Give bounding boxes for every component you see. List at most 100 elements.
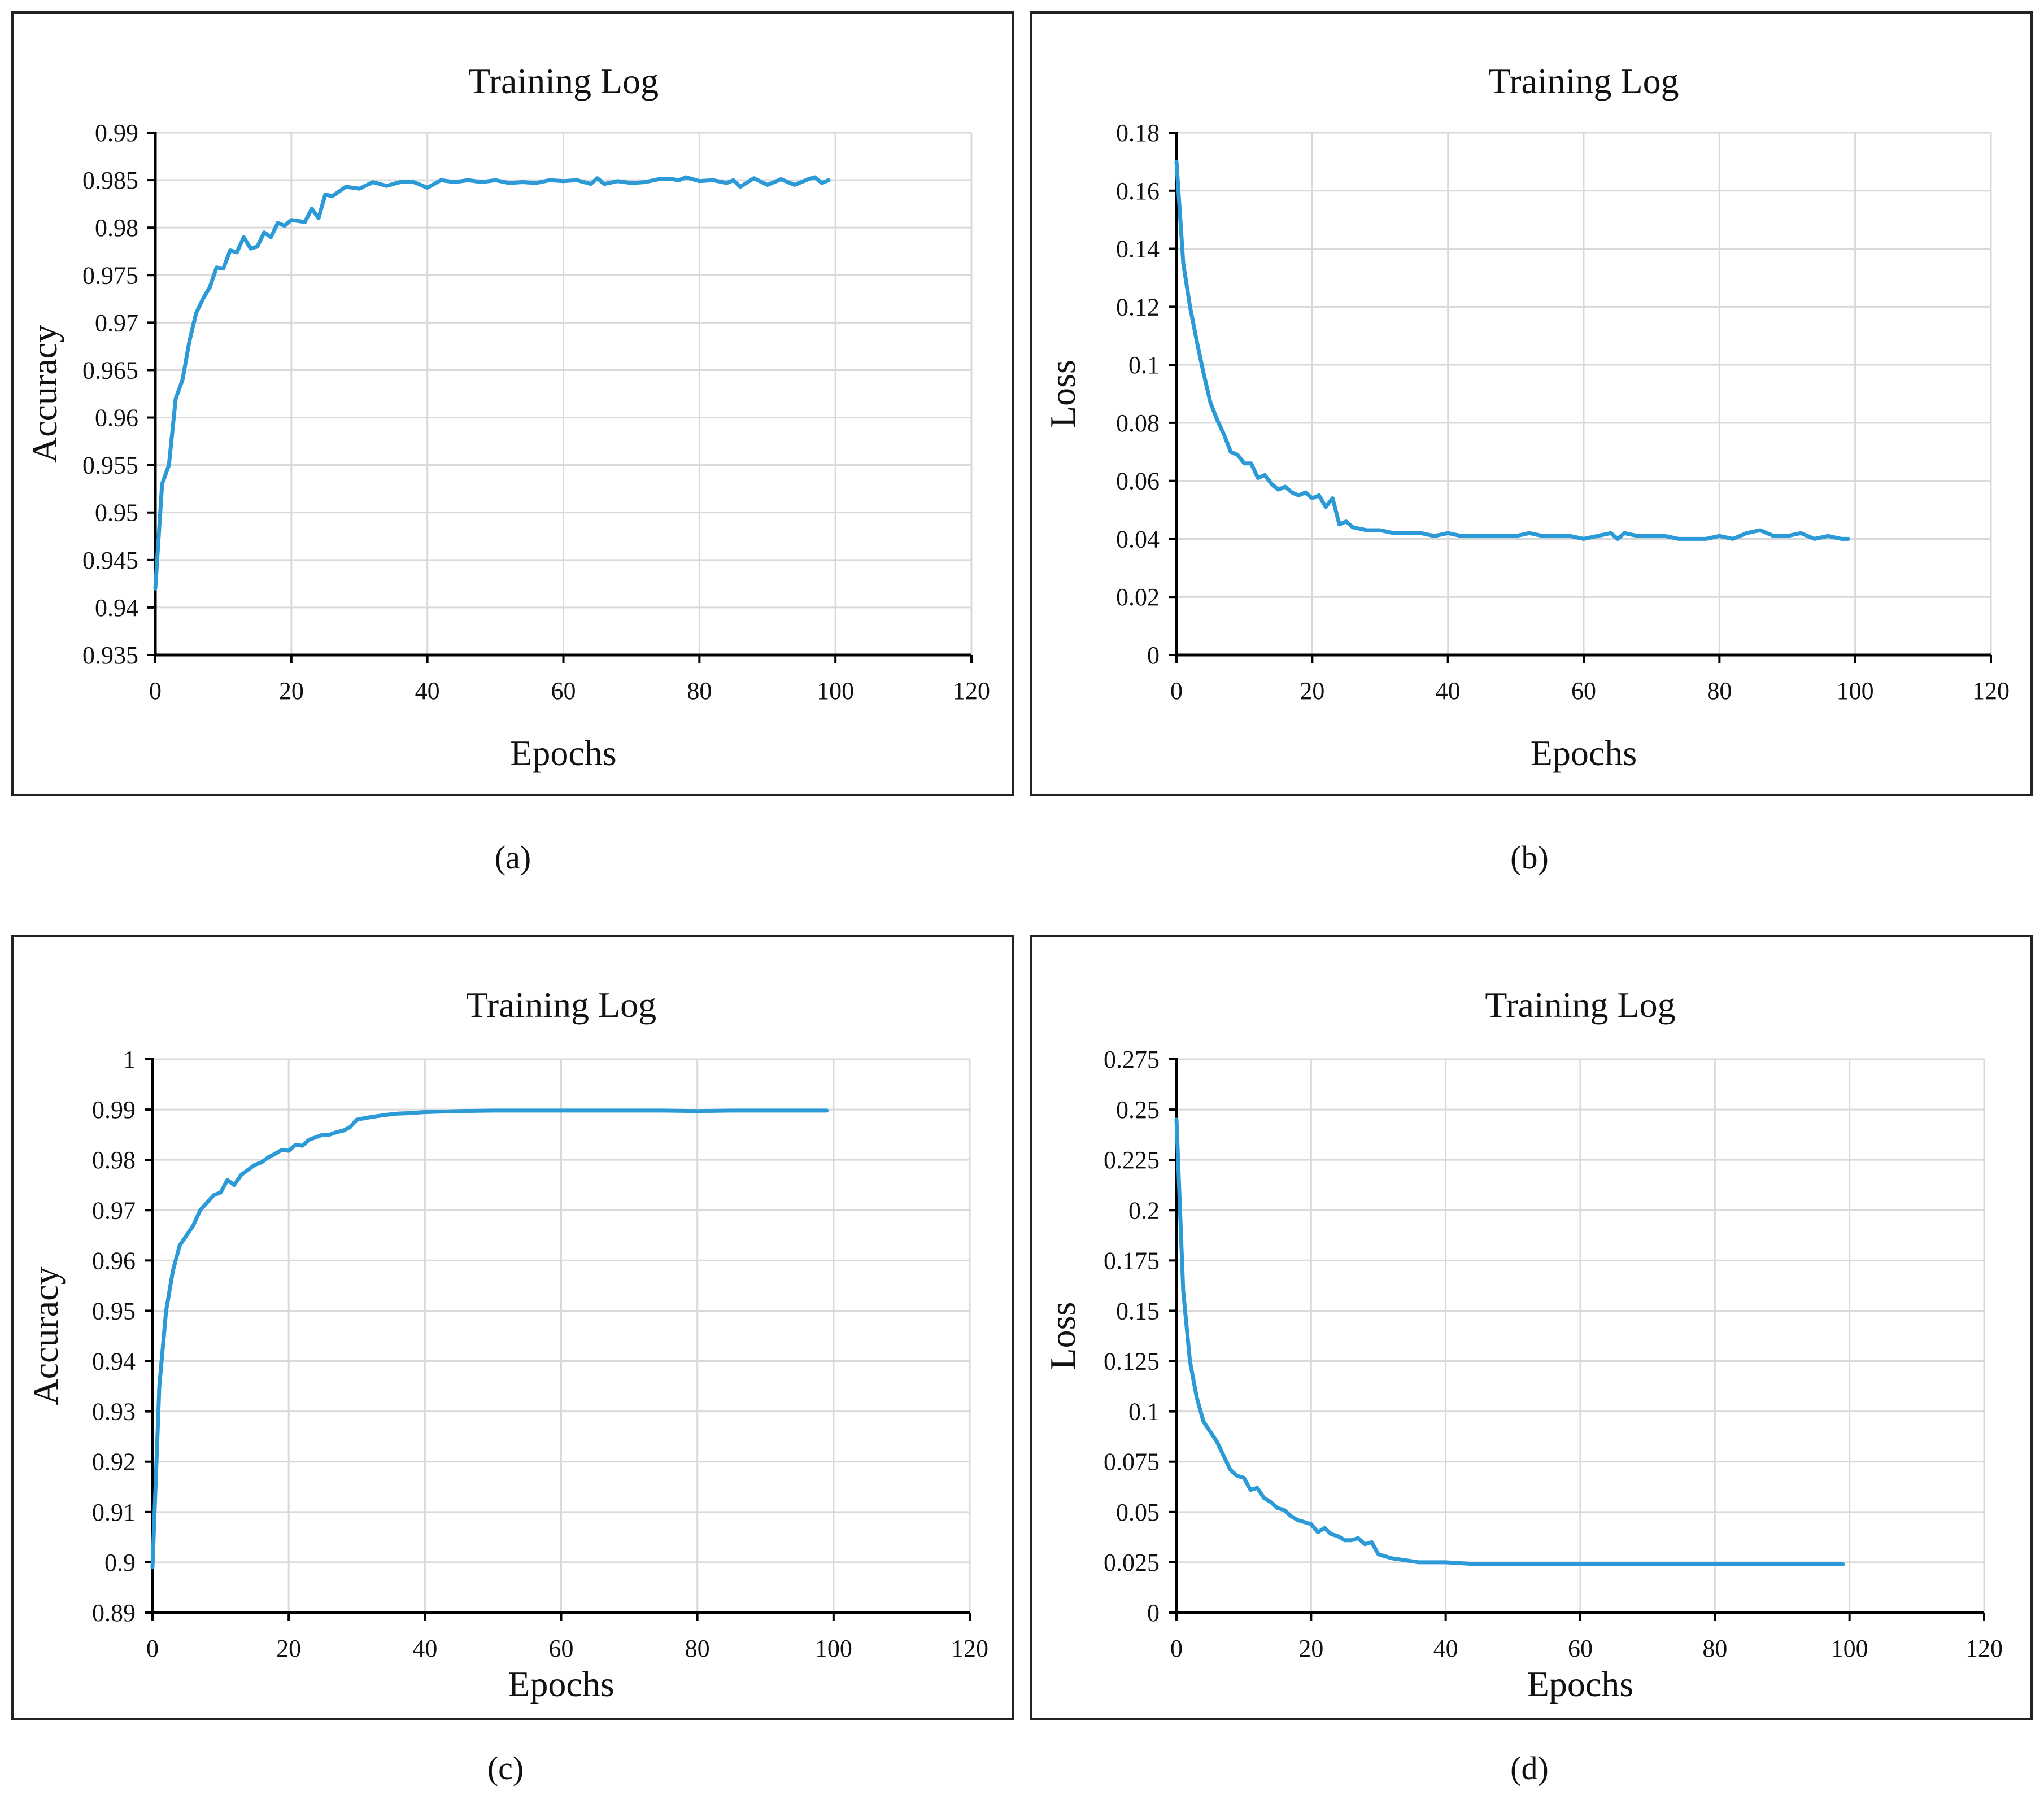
chart-d-ytick-label: 0.125 <box>1104 1348 1160 1375</box>
chart-caption-b: (b) <box>1510 839 1549 876</box>
chart-d-ytick-label: 0.25 <box>1116 1096 1160 1124</box>
chart-a-ytick-label: 0.935 <box>82 641 138 669</box>
chart-caption-a: (a) <box>494 839 531 876</box>
chart-b-ytick-label: 0.18 <box>1116 119 1160 147</box>
chart-d-ytick-label: 0.225 <box>1104 1146 1160 1174</box>
chart-a-title: Training Log <box>468 61 659 101</box>
chart-svg-d: 0 20 40 60 80 100 120 0 0.025 0.05 0.075 0.1 0.125 0.… <box>1043 985 2003 1704</box>
chart-b-xtick-label: 120 <box>1972 677 2010 705</box>
chart-panel-c: 0 20 40 60 80 100 120 0.89 0.9 0.91 0.92 0.93 0.94 0.… <box>11 935 1014 1720</box>
chart-b-series-line-0 <box>1174 159 1851 541</box>
chart-caption-c: (c) <box>487 1750 524 1787</box>
chart-d-ytick-label: 0.2 <box>1128 1196 1160 1224</box>
chart-b-xlabel: Epochs <box>1531 733 1637 773</box>
chart-d-series-line-0 <box>1174 1117 1845 1566</box>
chart-b-xtick-label: 80 <box>1707 677 1732 705</box>
chart-c-ytick-label: 0.95 <box>92 1297 136 1325</box>
chart-a-xtick-label: 40 <box>415 677 440 705</box>
chart-panel-b: 0 20 40 60 80 100 120 0 0.02 0.04 0.06 0.08 0.1 0.12 0… <box>1030 11 2033 796</box>
chart-d-xtick-label: 100 <box>1831 1635 1868 1662</box>
chart-d-ytick-label: 0.175 <box>1104 1247 1160 1274</box>
chart-c-ytick-label: 0.99 <box>92 1096 136 1124</box>
chart-a-ytick-label: 0.98 <box>95 214 138 242</box>
chart-c-ytick-label: 0.9 <box>104 1549 136 1576</box>
chart-d-xlabel: Epochs <box>1527 1664 1633 1704</box>
chart-frame-d <box>1030 935 2033 1720</box>
chart-b-ytick-label: 0.16 <box>1116 177 1160 205</box>
chart-c-series-line-0 <box>150 1108 829 1570</box>
chart-c-xtick-label: 60 <box>549 1635 574 1662</box>
chart-b-ytick-label: 0.14 <box>1116 235 1160 263</box>
chart-a-ytick-label: 0.985 <box>82 167 138 194</box>
chart-b-xtick-label: 100 <box>1837 677 1874 705</box>
chart-a-ytick-label: 0.95 <box>95 499 138 527</box>
chart-d-xtick-label: 20 <box>1298 1635 1323 1662</box>
chart-a-ytick-label: 0.955 <box>82 452 138 479</box>
chart-c-title: Training Log <box>466 985 656 1025</box>
chart-c-ytick-label: 0.94 <box>92 1348 136 1375</box>
chart-b-xtick-label: 60 <box>1571 677 1596 705</box>
chart-c-ytick-label: 0.96 <box>92 1247 136 1274</box>
chart-d-xtick-label: 60 <box>1568 1635 1593 1662</box>
chart-d-xtick-label: 80 <box>1702 1635 1727 1662</box>
chart-c-xtick-label: 40 <box>412 1635 437 1662</box>
chart-a-xtick-label: 60 <box>551 677 576 705</box>
chart-b-xtick-label: 20 <box>1300 677 1324 705</box>
chart-a-ytick-label: 0.99 <box>95 119 138 147</box>
chart-caption-d: (d) <box>1510 1750 1549 1787</box>
chart-panel-d: 0 20 40 60 80 100 120 0 0.025 0.05 0.075 0.1 0.125 0.… <box>1030 935 2033 1720</box>
chart-d-ytick-label: 0.1 <box>1128 1398 1160 1426</box>
chart-frame-c <box>11 935 1014 1720</box>
chart-frame-a <box>11 11 1014 796</box>
chart-svg-b: 0 20 40 60 80 100 120 0 0.02 0.04 0.06 0.08 0.1 0.12 0… <box>1043 61 2010 773</box>
chart-a-ytick-label: 0.965 <box>82 356 138 384</box>
chart-b-xtick-label: 40 <box>1436 677 1461 705</box>
chart-d-ytick-label: 0.05 <box>1116 1499 1160 1526</box>
chart-c-xtick-label: 20 <box>276 1635 301 1662</box>
chart-d-xtick-label: 40 <box>1433 1635 1458 1662</box>
chart-a-xtick-label: 0 <box>149 677 162 705</box>
chart-b-xtick-label: 0 <box>1170 677 1183 705</box>
chart-d-ytick-label: 0.275 <box>1104 1046 1160 1073</box>
chart-c-ytick-label: 0.98 <box>92 1146 136 1174</box>
chart-panel-a: 0 20 40 60 80 100 120 0.935 0.94 0.945 0.95 0.955 0.… <box>11 11 1014 796</box>
chart-svg-a: 0 20 40 60 80 100 120 0.935 0.94 0.945 0.95 0.955 0.… <box>24 61 990 773</box>
chart-d-ytick-label: 0.15 <box>1116 1297 1160 1325</box>
chart-b-ytick-label: 0.12 <box>1116 293 1160 321</box>
chart-a-ytick-label: 0.945 <box>82 547 138 574</box>
chart-b-ylabel: Loss <box>1043 360 1083 428</box>
chart-a-ytick-label: 0.94 <box>95 594 138 622</box>
chart-b-ytick-label: 0.1 <box>1128 351 1160 379</box>
chart-a-ytick-label: 0.97 <box>95 309 138 337</box>
chart-c-ytick-label: 0.93 <box>92 1398 136 1426</box>
chart-a-ylabel: Accuracy <box>24 325 64 463</box>
chart-a-ytick-label: 0.975 <box>82 261 138 289</box>
chart-a-xtick-label: 80 <box>687 677 712 705</box>
chart-frame-b <box>1030 11 2033 796</box>
chart-d-ylabel: Loss <box>1043 1302 1083 1370</box>
chart-a-xtick-label: 20 <box>279 677 304 705</box>
chart-c-xlabel: Epochs <box>508 1664 614 1704</box>
chart-d-xtick-label: 120 <box>1965 1635 2003 1662</box>
chart-c-xtick-label: 100 <box>815 1635 852 1662</box>
chart-a-xtick-label: 120 <box>953 677 990 705</box>
chart-d-ytick-label: 0.075 <box>1104 1448 1160 1476</box>
chart-b-ytick-label: 0.04 <box>1116 525 1160 553</box>
chart-c-ylabel: Accuracy <box>25 1266 66 1405</box>
chart-b-ytick-label: 0 <box>1147 641 1160 669</box>
chart-b-ytick-label: 0.06 <box>1116 468 1160 495</box>
chart-a-series-line-0 <box>153 175 831 591</box>
chart-svg-c: 0 20 40 60 80 100 120 0.89 0.9 0.91 0.92 0.93 0.94 0.… <box>25 985 988 1704</box>
chart-d-xtick-label: 0 <box>1170 1635 1183 1662</box>
chart-b-title: Training Log <box>1488 61 1679 101</box>
chart-a-ytick-label: 0.96 <box>95 404 138 432</box>
chart-b-ytick-label: 0.08 <box>1116 409 1160 437</box>
chart-b-ytick-label: 0.02 <box>1116 583 1160 611</box>
chart-c-ytick-label: 0.91 <box>92 1499 136 1526</box>
chart-c-ytick-label: 0.89 <box>92 1599 136 1627</box>
chart-c-xtick-label: 80 <box>685 1635 710 1662</box>
chart-c-ytick-label: 0.92 <box>92 1448 136 1476</box>
chart-c-xtick-label: 120 <box>951 1635 988 1662</box>
chart-c-ytick-label: 1 <box>123 1046 136 1073</box>
chart-d-ytick-label: 0 <box>1147 1599 1160 1627</box>
